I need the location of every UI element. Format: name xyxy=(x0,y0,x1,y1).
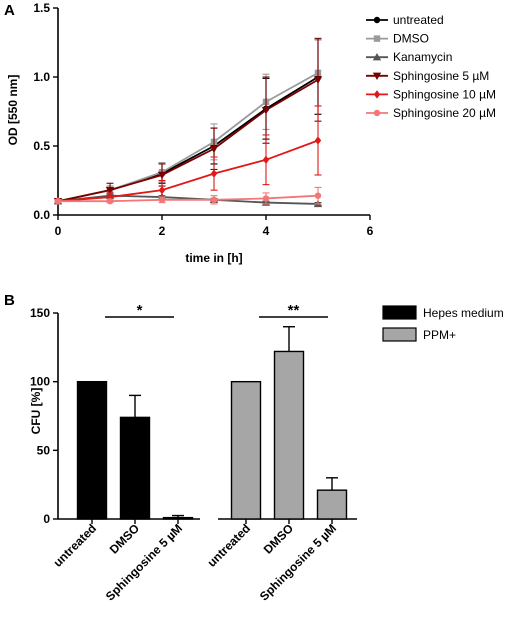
data-point xyxy=(210,196,218,204)
panel-b-x-tick-label: untreated xyxy=(205,521,254,570)
legend-entry: PPM+ xyxy=(382,327,456,342)
error-bar xyxy=(129,394,141,418)
panel-a-series-6 xyxy=(54,186,322,205)
panel-b-x-tick-label: Sphingosine 5 µM xyxy=(103,521,185,603)
bar xyxy=(230,380,262,520)
data-point xyxy=(54,198,62,205)
panel-b-bars xyxy=(76,326,348,520)
panel-a-x-tick-label: 6 xyxy=(367,224,374,238)
panel-a-series-4 xyxy=(53,37,323,206)
bar xyxy=(316,477,348,520)
data-point xyxy=(313,76,323,84)
panel-a-y-tick-label: 1.5 xyxy=(33,1,50,15)
legend-label: Sphingosine 5 µM xyxy=(393,69,489,83)
panel-a-series xyxy=(53,37,323,208)
panel-a-legend: untreated DMSO Kanamycin Sphingosine 5 µM Sp… xyxy=(366,13,496,120)
error-bar xyxy=(326,477,338,491)
panel-a-y-axis-title: OD [550 nm] xyxy=(6,75,20,146)
panel-a-axes xyxy=(57,8,370,216)
legend-entry: Sphingosine 20 µM xyxy=(366,106,496,120)
legend-entry: Sphingosine 10 µM xyxy=(366,87,496,101)
error-bar xyxy=(172,514,184,518)
panel-a-y-tick-label: 0.0 xyxy=(33,208,50,222)
panel-b-x-tick-label: DMSO xyxy=(261,521,296,556)
panel-a-letter: A xyxy=(4,2,15,19)
data-point xyxy=(209,145,219,153)
legend-marker xyxy=(373,16,381,24)
legend-marker xyxy=(372,72,382,80)
legend-label: Hepes medium xyxy=(423,306,504,320)
legend-entry: Sphingosine 5 µM xyxy=(366,69,489,83)
legend-entry: Hepes medium xyxy=(382,305,504,320)
data-point xyxy=(105,186,115,195)
data-point xyxy=(314,136,322,145)
data-point xyxy=(261,106,271,115)
panel-a-y-ticks: 0.0 0.5 1.0 1.5 xyxy=(33,1,58,222)
panel-a: A 0.0 0.5 1.0 1.5 0 2 4 6 OD [550 nm] time in … xyxy=(4,1,496,265)
panel-b-x-tick-label: DMSO xyxy=(107,521,142,556)
panel-b-y-axis-title: CFU [%] xyxy=(29,388,43,435)
legend-label: DMSO xyxy=(393,32,429,46)
legend-entry: DMSO xyxy=(366,32,429,46)
legend-marker xyxy=(373,90,381,99)
series-line xyxy=(57,194,319,205)
legend-label: Kanamycin xyxy=(393,50,452,64)
bar xyxy=(273,326,305,520)
legend-swatch xyxy=(382,305,417,320)
data-point xyxy=(314,192,322,199)
series-line xyxy=(58,194,319,203)
panel-b-letter: B xyxy=(4,292,15,309)
data-point xyxy=(157,171,167,180)
bar xyxy=(76,380,108,520)
error-bar xyxy=(283,326,295,352)
panel-b-x-tick-label: untreated xyxy=(51,521,100,570)
panel-b-x-tick-label: Sphingosine 5 µM xyxy=(257,521,339,603)
data-point xyxy=(262,155,270,164)
legend-label: untreated xyxy=(393,13,444,27)
legend-entry: Kanamycin xyxy=(366,50,452,64)
panel-a-y-tick-label: 1.0 xyxy=(33,70,50,84)
data-point xyxy=(210,169,218,178)
panel-b-y-tick-label: 150 xyxy=(30,306,50,320)
panel-a-x-tick-label: 4 xyxy=(263,224,270,238)
panel-b-y-tick-label: 50 xyxy=(37,443,51,457)
panel-b-y-tick-label: 0 xyxy=(43,512,50,526)
legend-marker xyxy=(373,109,381,117)
bar xyxy=(162,514,194,520)
legend-marker xyxy=(372,53,382,61)
bar xyxy=(119,394,151,520)
data-point xyxy=(262,195,270,202)
panel-a-y-tick-label: 0.5 xyxy=(33,139,50,153)
legend-label: Sphingosine 10 µM xyxy=(393,87,496,101)
data-point xyxy=(158,196,166,204)
legend-marker xyxy=(373,35,381,42)
panel-a-x-axis-title: time in [h] xyxy=(185,251,242,265)
data-point xyxy=(106,192,114,202)
panel-b-significance: * ** xyxy=(105,302,328,319)
panel-a-x-tick-label: 2 xyxy=(159,224,166,238)
series-line xyxy=(57,139,319,203)
panel-a-series-2 xyxy=(54,39,322,205)
legend-label: Sphingosine 20 µM xyxy=(393,106,496,120)
data-point xyxy=(106,198,114,205)
legend-entry: untreated xyxy=(366,13,444,27)
legend-label: PPM+ xyxy=(423,328,456,342)
series-line xyxy=(57,78,319,203)
significance-label: ** xyxy=(288,302,300,319)
panel-a-x-tick-label: 0 xyxy=(55,224,62,238)
significance-label: * xyxy=(137,302,143,319)
panel-b-y-tick-label: 100 xyxy=(30,375,50,389)
panel-a-x-ticks: 0 2 4 6 xyxy=(55,215,374,238)
panel-a-series-1 xyxy=(54,39,322,205)
data-point xyxy=(158,185,166,195)
panel-b-y-ticks: 0 50 100 150 xyxy=(30,306,58,526)
panel-b-legend: Hepes medium PPM+ xyxy=(382,305,504,342)
legend-swatch xyxy=(382,327,417,342)
panel-a-series-5 xyxy=(54,105,322,206)
